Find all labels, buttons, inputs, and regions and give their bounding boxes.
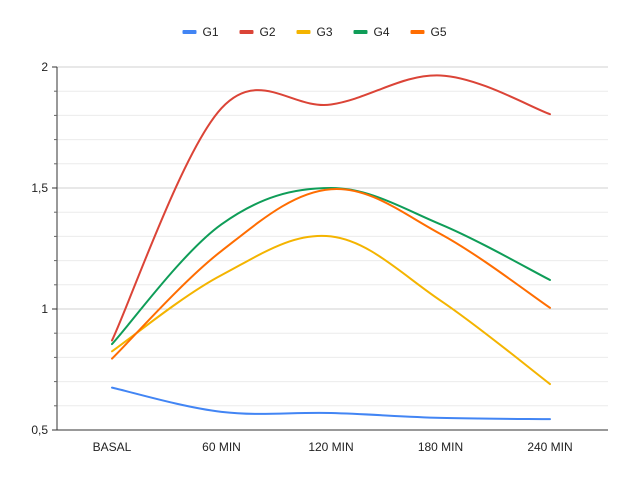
y-tick-label: 1 xyxy=(41,302,48,316)
series-line-g3 xyxy=(111,234,551,386)
legend-label-g3: G3 xyxy=(317,25,333,39)
x-tick-label: 120 MIN xyxy=(308,440,353,454)
series-line-g4 xyxy=(111,187,551,346)
y-tick-label: 1,5 xyxy=(31,181,48,195)
legend: G1 G2 G3 G4 G5 xyxy=(182,25,447,39)
x-tick-label: 240 MIN xyxy=(527,440,572,454)
series-line-g2 xyxy=(111,74,551,342)
legend-swatch-g3 xyxy=(296,30,311,34)
legend-swatch-g1 xyxy=(182,30,197,34)
legend-label-g4: G4 xyxy=(374,25,390,39)
x-tick-label: BASAL xyxy=(93,440,132,454)
series-lines xyxy=(111,74,551,421)
legend-swatch-g5 xyxy=(410,30,425,34)
legend-swatch-g4 xyxy=(353,30,368,34)
x-tick-label: 180 MIN xyxy=(418,440,463,454)
y-tick-label: 0,5 xyxy=(31,423,48,437)
legend-label-g5: G5 xyxy=(431,25,447,39)
legend-label-g2: G2 xyxy=(260,25,276,39)
series-line-g1 xyxy=(111,386,551,421)
axes xyxy=(52,66,608,431)
x-tick-label: 60 MIN xyxy=(202,440,241,454)
y-tick-label: 2 xyxy=(41,60,48,74)
tick-labels: 0,5 1 1,5 2 BASAL 60 MIN 120 MIN 180 MIN 240 MIN xyxy=(31,60,572,454)
legend-label-g1: G1 xyxy=(203,25,219,39)
series-line-g5 xyxy=(111,188,551,360)
legend-swatch-g2 xyxy=(239,30,254,34)
grid xyxy=(57,66,608,407)
